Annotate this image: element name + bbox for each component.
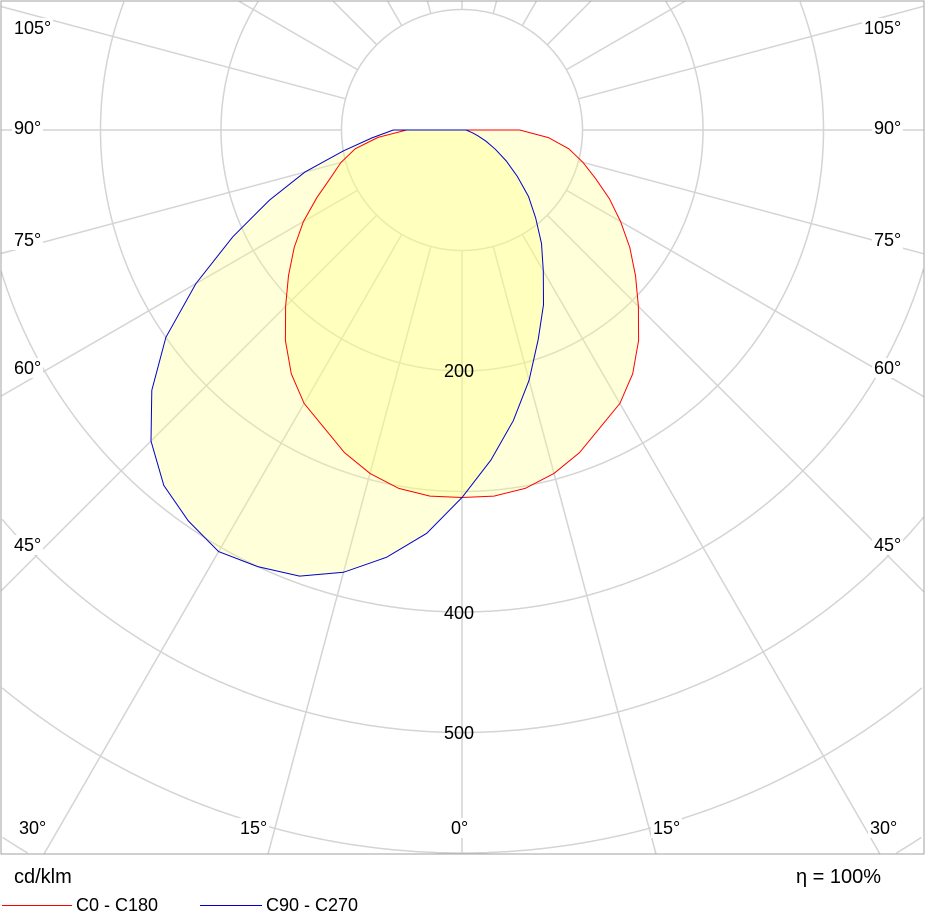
- series-fill-0: [285, 130, 639, 498]
- angle-label-left-75: 75°: [12, 230, 44, 250]
- spoke-150: [521, 0, 538, 27]
- unit-label: cd/klm: [14, 866, 72, 888]
- angle-label-right-60: 60°: [872, 358, 904, 378]
- radial-label-200: 200: [444, 361, 475, 381]
- spoke--120: [238, 0, 359, 71]
- spoke-75: [578, 160, 925, 255]
- series-curve-1: [150, 129, 545, 577]
- radial-label-400: 400: [444, 603, 475, 623]
- spoke-135: [546, 0, 592, 46]
- series-fill-1: [151, 130, 544, 577]
- ring-700: [2, 836, 922, 854]
- spoke--150: [386, 0, 403, 27]
- angle-label-bottom-left-15: 15°: [238, 818, 270, 838]
- plot-frame: [0, 0, 925, 855]
- curve-fills: [151, 130, 639, 577]
- ring-300: [99, 1, 825, 493]
- angle-label-right-45: 45°: [872, 535, 904, 555]
- angle-label-left-90: 90°: [12, 118, 44, 138]
- ring-200: [220, 0, 704, 372]
- angle-label-left-105: 105°: [12, 18, 54, 38]
- spoke-15: [492, 246, 657, 855]
- radial-label-500: 500: [444, 723, 475, 743]
- series-curve-0: [284, 129, 640, 499]
- spoke--75: [0, 160, 346, 255]
- legend-label-c0-c180: C0 - C180: [76, 895, 159, 915]
- angle-label-right-75: 75°: [872, 230, 904, 250]
- angle-label-bottom-right-15: 15°: [651, 818, 683, 838]
- angle-label-right-105: 105°: [862, 18, 904, 38]
- spoke-120: [565, 0, 686, 71]
- legend-swatch-c0-c180: [2, 905, 72, 906]
- legend-swatch-c90-c270: [200, 905, 262, 906]
- spoke-60: [565, 189, 925, 398]
- spoke--135: [332, 0, 378, 46]
- spoke-30: [521, 233, 881, 855]
- spoke--105: [0, 5, 346, 100]
- spoke-45: [546, 214, 925, 593]
- angle-label-right-30: 30°: [868, 818, 900, 838]
- angle-label-left-30: 30°: [17, 818, 49, 838]
- ring-600: [1, 687, 923, 854]
- angle-label-left-60: 60°: [12, 358, 44, 378]
- angle-label-right-90: 90°: [872, 118, 904, 138]
- grid: [0, 0, 925, 855]
- curves: [150, 129, 640, 577]
- spoke--60: [0, 189, 359, 397]
- angle-label-bottom-0: 0°: [449, 818, 471, 838]
- legend-label-c90-c270: C90 - C270: [266, 895, 359, 915]
- spoke--15: [267, 246, 432, 855]
- spoke--165: [426, 0, 432, 14]
- spoke--45: [0, 214, 378, 592]
- ring-500: [1, 516, 925, 734]
- spoke-165: [492, 0, 498, 14]
- angle-label-left-45: 45°: [12, 535, 44, 555]
- spoke--30: [43, 233, 403, 855]
- efficiency-label: η = 100%: [796, 866, 882, 888]
